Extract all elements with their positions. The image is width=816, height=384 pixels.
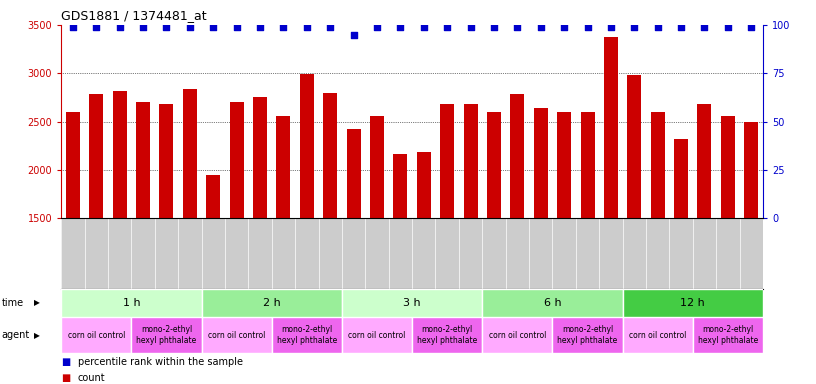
- Bar: [744, 121, 758, 218]
- Bar: [202, 289, 342, 317]
- Bar: [623, 289, 763, 317]
- Bar: [342, 317, 412, 353]
- Point: [651, 24, 664, 30]
- Point: [277, 24, 290, 30]
- Bar: [650, 112, 665, 218]
- Point: [605, 24, 618, 30]
- Bar: [299, 74, 314, 218]
- Bar: [698, 104, 712, 218]
- Point: [300, 24, 313, 30]
- Point: [628, 24, 641, 30]
- Bar: [253, 98, 267, 218]
- Bar: [61, 289, 202, 317]
- Point: [206, 24, 220, 30]
- Bar: [66, 112, 80, 218]
- Bar: [510, 94, 525, 218]
- Text: 1 h: 1 h: [122, 298, 140, 308]
- Point: [184, 24, 197, 30]
- Text: mono-2-ethyl
hexyl phthalate: mono-2-ethyl hexyl phthalate: [698, 325, 758, 345]
- Bar: [412, 317, 482, 353]
- Bar: [721, 116, 735, 218]
- Bar: [482, 317, 552, 353]
- Bar: [482, 289, 623, 317]
- Text: count: count: [78, 373, 105, 383]
- Text: ■: ■: [61, 373, 70, 383]
- Text: corn oil control: corn oil control: [629, 331, 686, 339]
- Point: [721, 24, 734, 30]
- Point: [347, 31, 360, 38]
- Point: [370, 24, 384, 30]
- Bar: [113, 91, 126, 218]
- Point: [581, 24, 594, 30]
- Point: [745, 24, 758, 30]
- Bar: [580, 112, 595, 218]
- Bar: [370, 116, 384, 218]
- Text: ▶: ▶: [34, 331, 40, 339]
- Bar: [440, 104, 455, 218]
- Bar: [417, 152, 431, 218]
- Text: mono-2-ethyl
hexyl phthalate: mono-2-ethyl hexyl phthalate: [417, 325, 477, 345]
- Text: agent: agent: [2, 330, 30, 340]
- Point: [417, 24, 430, 30]
- Text: ■: ■: [61, 358, 70, 367]
- Point: [675, 24, 688, 30]
- Bar: [463, 104, 477, 218]
- Text: GDS1881 / 1374481_at: GDS1881 / 1374481_at: [61, 9, 206, 22]
- Point: [90, 24, 103, 30]
- Bar: [277, 116, 290, 218]
- Point: [66, 24, 79, 30]
- Point: [254, 24, 267, 30]
- Bar: [674, 139, 688, 218]
- Bar: [393, 154, 407, 218]
- Point: [136, 24, 149, 30]
- Point: [160, 24, 173, 30]
- Bar: [136, 102, 150, 218]
- Point: [324, 24, 337, 30]
- Bar: [61, 317, 131, 353]
- Point: [511, 24, 524, 30]
- Bar: [347, 129, 361, 218]
- Text: mono-2-ethyl
hexyl phthalate: mono-2-ethyl hexyl phthalate: [136, 325, 197, 345]
- Bar: [693, 317, 763, 353]
- Point: [557, 24, 570, 30]
- Text: 12 h: 12 h: [681, 298, 705, 308]
- Bar: [604, 36, 618, 218]
- Bar: [323, 93, 337, 218]
- Bar: [552, 317, 623, 353]
- Point: [394, 24, 407, 30]
- Bar: [206, 175, 220, 218]
- Text: corn oil control: corn oil control: [489, 331, 546, 339]
- Point: [464, 24, 477, 30]
- Bar: [623, 317, 693, 353]
- Text: corn oil control: corn oil control: [68, 331, 125, 339]
- Bar: [159, 104, 174, 218]
- Text: percentile rank within the sample: percentile rank within the sample: [78, 358, 242, 367]
- Bar: [628, 75, 641, 218]
- Bar: [202, 317, 272, 353]
- Point: [534, 24, 548, 30]
- Text: ▶: ▶: [34, 298, 40, 308]
- Text: corn oil control: corn oil control: [348, 331, 406, 339]
- Point: [487, 24, 500, 30]
- Point: [441, 24, 454, 30]
- Text: 3 h: 3 h: [403, 298, 421, 308]
- Point: [113, 24, 126, 30]
- Bar: [557, 112, 571, 218]
- Text: mono-2-ethyl
hexyl phthalate: mono-2-ethyl hexyl phthalate: [557, 325, 618, 345]
- Bar: [89, 94, 104, 218]
- Point: [230, 24, 243, 30]
- Bar: [183, 89, 197, 218]
- Bar: [131, 317, 202, 353]
- Bar: [487, 112, 501, 218]
- Text: 2 h: 2 h: [263, 298, 281, 308]
- Bar: [272, 317, 342, 353]
- Text: time: time: [2, 298, 24, 308]
- Bar: [534, 108, 548, 218]
- Bar: [342, 289, 482, 317]
- Point: [698, 24, 711, 30]
- Text: corn oil control: corn oil control: [208, 331, 265, 339]
- Bar: [229, 102, 244, 218]
- Text: mono-2-ethyl
hexyl phthalate: mono-2-ethyl hexyl phthalate: [277, 325, 337, 345]
- Text: 6 h: 6 h: [543, 298, 561, 308]
